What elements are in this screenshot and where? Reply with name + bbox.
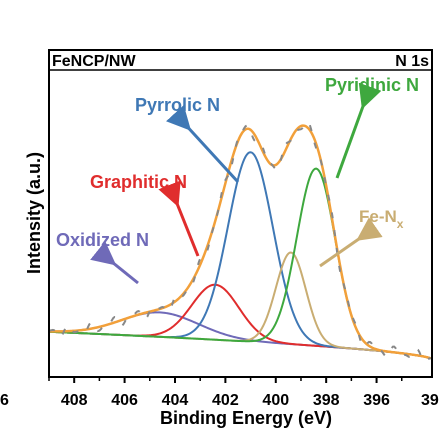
component-curve-4 (49, 167, 432, 360)
x-tick-label-0: 408 (61, 392, 88, 409)
label-oxidized: Oxidized N (56, 230, 149, 250)
x-tick-label-2: 404 (162, 392, 189, 409)
plot-frame (48, 49, 433, 378)
arrow-pyrrolic (166, 105, 240, 184)
label-fenx: Fe-Nx (359, 207, 404, 231)
label-pyridinic: Pyridinic N (325, 75, 419, 95)
component-curve-0 (49, 311, 432, 360)
raw-data-curve (49, 120, 431, 363)
y-axis-title: Intensity (a.u.) (24, 152, 44, 274)
x-tick-label-5: 398 (313, 392, 340, 409)
envelope-curve (49, 124, 432, 360)
arrow-graphitic (158, 180, 200, 257)
x-tick-label-6: 396 (363, 392, 390, 409)
label-graphitic: Graphitic N (90, 172, 187, 192)
arrow-pyridinic (335, 82, 382, 179)
x-tick-label-right-edge: 39 (421, 392, 439, 409)
region-label: N 1s (395, 53, 429, 70)
x-axis-title: Binding Energy (eV) (160, 408, 332, 428)
arrow-fenx (319, 217, 383, 268)
plot-curves (49, 120, 432, 363)
x-tick-label-3: 402 (212, 392, 239, 409)
label-pyrrolic: Pyrrolic N (135, 95, 220, 115)
x-tick-label-4: 400 (262, 392, 289, 409)
arrow-oxidized (90, 241, 139, 285)
label-fenx-base: Fe-N (359, 207, 397, 226)
x-tick-label-left-edge: 6 (0, 392, 9, 409)
x-tick-label-1: 406 (111, 392, 138, 409)
sample-label: FeNCP/NW (52, 53, 136, 70)
label-fenx-subscript: x (397, 217, 404, 231)
component-curve-3 (49, 251, 432, 360)
x-ticks: 408 406 404 402 400 398 396 (48, 377, 403, 409)
